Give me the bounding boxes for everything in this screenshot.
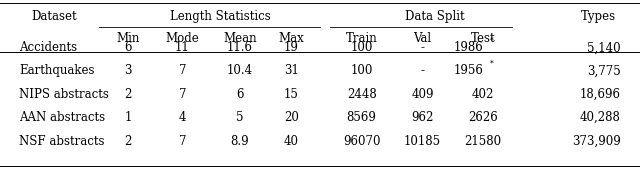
Text: 6: 6 [236, 88, 244, 101]
Text: 1: 1 [124, 111, 132, 124]
Text: AAN abstracts: AAN abstracts [19, 111, 106, 124]
Text: 100: 100 [351, 64, 372, 77]
Text: 402: 402 [472, 88, 494, 101]
Text: 19: 19 [284, 41, 299, 54]
Text: Mean: Mean [223, 32, 257, 45]
Text: 11.6: 11.6 [227, 41, 253, 54]
Text: 2448: 2448 [347, 88, 376, 101]
Text: 5: 5 [236, 111, 244, 124]
Text: 7: 7 [179, 64, 186, 77]
Text: 100: 100 [351, 41, 372, 54]
Text: 4: 4 [179, 111, 186, 124]
Text: 8569: 8569 [347, 111, 376, 124]
Text: 2: 2 [124, 135, 132, 148]
Text: 1986: 1986 [454, 41, 483, 54]
Text: 18,696: 18,696 [580, 88, 621, 101]
Text: Mode: Mode [166, 32, 199, 45]
Text: 2626: 2626 [468, 111, 498, 124]
Text: Data Split: Data Split [405, 10, 465, 23]
Text: *: * [490, 36, 493, 44]
Text: 15: 15 [284, 88, 299, 101]
Text: 2: 2 [124, 88, 132, 101]
Text: Length Statistics: Length Statistics [170, 10, 271, 23]
Text: Min: Min [116, 32, 140, 45]
Text: -: - [420, 64, 424, 77]
Text: 962: 962 [412, 111, 433, 124]
Text: 10.4: 10.4 [227, 64, 253, 77]
Text: 40,288: 40,288 [580, 111, 621, 124]
Text: 373,909: 373,909 [572, 135, 621, 148]
Text: 31: 31 [284, 64, 299, 77]
Text: Earthquakes: Earthquakes [19, 64, 95, 77]
Text: 8.9: 8.9 [230, 135, 250, 148]
Text: Types: Types [581, 10, 616, 23]
Text: 5,140: 5,140 [587, 41, 621, 54]
Text: 7: 7 [179, 88, 186, 101]
Text: 40: 40 [284, 135, 299, 148]
Text: Max: Max [278, 32, 304, 45]
Text: 1956: 1956 [453, 64, 483, 77]
Text: 3: 3 [124, 64, 132, 77]
Text: 7: 7 [179, 135, 186, 148]
Text: 3,775: 3,775 [587, 64, 621, 77]
Text: Accidents: Accidents [19, 41, 77, 54]
Text: 20: 20 [284, 111, 299, 124]
Text: 6: 6 [124, 41, 132, 54]
Text: Val: Val [413, 32, 431, 45]
Text: Test: Test [471, 32, 495, 45]
Text: *: * [490, 59, 493, 67]
Text: NIPS abstracts: NIPS abstracts [19, 88, 109, 101]
Text: Dataset: Dataset [31, 10, 77, 23]
Text: 96070: 96070 [343, 135, 380, 148]
Text: 409: 409 [411, 88, 434, 101]
Text: 11: 11 [175, 41, 190, 54]
Text: 10185: 10185 [404, 135, 441, 148]
Text: Train: Train [346, 32, 378, 45]
Text: NSF abstracts: NSF abstracts [19, 135, 105, 148]
Text: 21580: 21580 [465, 135, 502, 148]
Text: -: - [420, 41, 424, 54]
